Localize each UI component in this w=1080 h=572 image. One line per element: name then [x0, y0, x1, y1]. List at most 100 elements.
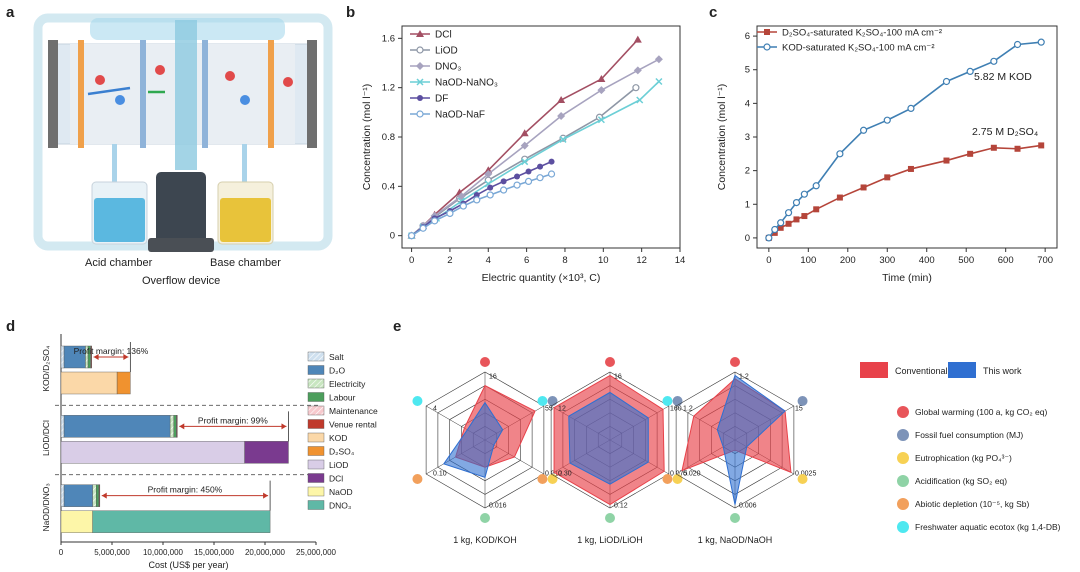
data-point [942, 77, 951, 86]
legend-marker [417, 95, 423, 101]
radar-category-dot [412, 474, 423, 484]
legend-swatch [307, 392, 325, 402]
data-point [765, 234, 773, 242]
data-point [1013, 40, 1022, 49]
data-point [500, 178, 507, 185]
radar-axis-max-label: 0.020 [683, 470, 701, 477]
x-tick-label: 10,000,000 [143, 548, 184, 557]
legend-swatch [307, 446, 325, 456]
radar-category-dot [662, 474, 673, 484]
data-point [536, 174, 544, 182]
radar-axis-max-label: 12 [558, 406, 566, 413]
series-line [768, 41, 1042, 239]
x-tick-label: 10 [598, 255, 609, 266]
data-point [793, 216, 800, 223]
data-point [966, 67, 974, 76]
legend-label: Venue rental [329, 420, 377, 430]
radar-axis-max-label: 1.2 [739, 373, 749, 380]
series-5 [407, 170, 556, 240]
data-point [557, 112, 566, 121]
x-axis-label: Cost (US$ per year) [148, 560, 228, 570]
legend-label: KOD-saturated K₂SO₄-100 mA cm⁻² [782, 43, 935, 54]
data-point [520, 129, 529, 137]
radar-axis-max-label: 0.012 [545, 470, 563, 477]
series-1 [765, 38, 1045, 242]
radar-category-dot [672, 396, 683, 406]
data-point [784, 209, 793, 217]
data-point [777, 224, 784, 231]
x-tick-label: 200 [840, 255, 856, 266]
data-point [459, 202, 467, 210]
legend-swatch [948, 362, 976, 378]
data-point [907, 104, 915, 113]
data-point [654, 55, 663, 64]
x-tick-label: 12 [636, 255, 647, 266]
legend-label: LiOD [435, 46, 458, 57]
series-line [768, 144, 1042, 239]
legend-label: LiOD [329, 460, 348, 470]
legend-swatch [307, 432, 325, 443]
y-tick-label: 4 [745, 98, 750, 109]
legend-marker [416, 30, 424, 37]
radar-category-dot [672, 474, 683, 484]
x-tick-label: 400 [919, 255, 935, 266]
bar-segment [92, 510, 271, 533]
data-point [792, 198, 801, 207]
data-point [548, 158, 555, 165]
overflow-device-label: Overflow device [142, 275, 220, 287]
y-tick-label: 0.4 [382, 181, 395, 192]
radar-label: 1 kg, NaOD/NaOH [698, 535, 773, 545]
bar-segment [60, 415, 65, 438]
legend-swatch [307, 351, 325, 362]
x-tick-label: 6 [524, 255, 529, 266]
data-point [632, 84, 640, 92]
bar-segment [60, 484, 65, 507]
radar-axis-max-label: 0.006 [739, 503, 757, 510]
data-point [990, 57, 998, 65]
bar-segment [63, 484, 93, 507]
radar-category-dot [797, 396, 808, 406]
radar-category-dot [797, 474, 808, 484]
legend-marker [416, 46, 424, 54]
data-point [633, 66, 642, 75]
radar-axis-max-label: 0.10 [433, 470, 447, 477]
legend-label: NaOD-NaNO₃ [435, 78, 498, 89]
x-tick-label: 20,000,000 [245, 548, 286, 557]
data-point [1037, 38, 1045, 46]
x-tick-label: 500 [958, 255, 974, 266]
radar-axis-max-label: 0.075 [670, 470, 688, 477]
legend-label: Salt [329, 352, 344, 362]
bar-segment [90, 345, 92, 369]
data-point [557, 96, 566, 103]
radar-area-this-work [568, 391, 649, 485]
legend-marker [764, 29, 770, 35]
data-point [521, 158, 529, 166]
legend-label: Electricity [329, 379, 366, 389]
legend-label: Conventional [895, 366, 948, 376]
data-point [514, 173, 521, 180]
group-label: NaOD/DNO₃ [41, 483, 51, 531]
group-label: LiOD/DCl [41, 420, 51, 456]
data-point [484, 170, 493, 178]
legend-swatch [307, 419, 325, 429]
bar-segment [60, 441, 245, 464]
y-tick-label: 2 [745, 166, 750, 177]
radar-axis-max-label: 0.12 [614, 503, 628, 510]
panel-label-c: c [709, 4, 718, 21]
y-tick-label: 1.2 [382, 83, 395, 94]
data-point [547, 170, 556, 178]
legend-label: NaOD-NaF [435, 110, 485, 121]
x-tick-label: 300 [879, 255, 895, 266]
electrodialysis-device-illustration: Acid chamber Base chamber Overflow devic… [33, 13, 333, 287]
legend-label: KOD [329, 433, 347, 443]
data-point [771, 225, 779, 234]
data-point [473, 196, 481, 204]
x-axis-label: Electric quantity (×10³, C) [482, 272, 601, 284]
radar-area-this-work [442, 401, 504, 479]
radar-axis-max-label: 4 [433, 406, 437, 413]
x-tick-label: 5,000,000 [94, 548, 130, 557]
bar-segment [95, 484, 99, 507]
data-point [860, 184, 867, 191]
arrow-head-right [123, 354, 129, 360]
